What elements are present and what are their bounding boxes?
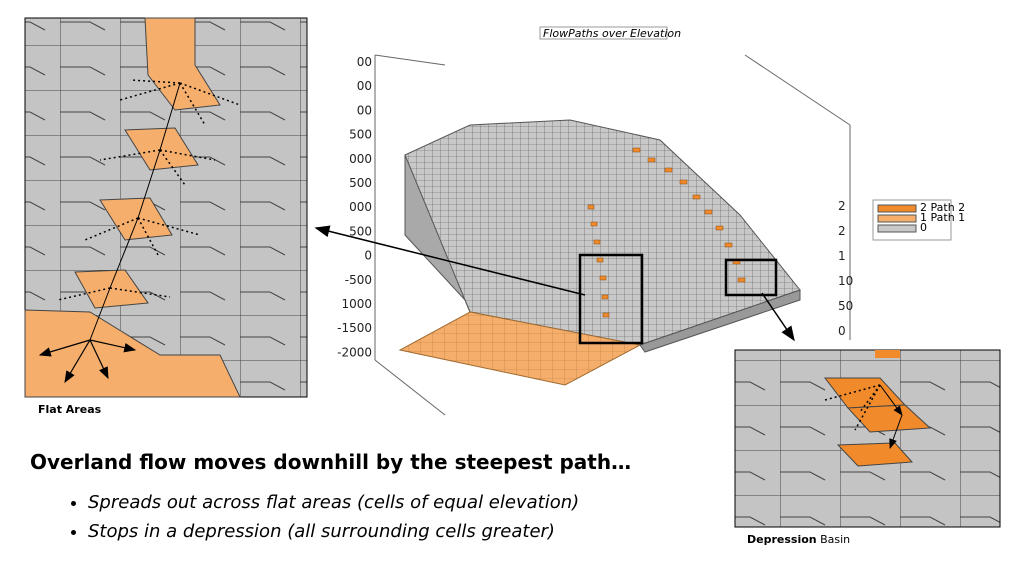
flat-highlight bbox=[578, 253, 644, 345]
arrow bbox=[314, 225, 586, 296]
left-tick-label: -1500 bbox=[337, 321, 372, 335]
caption-rest: Basin bbox=[820, 533, 850, 546]
right-tick-label: 2 bbox=[838, 199, 846, 213]
left-tick-label: 00 bbox=[357, 103, 372, 117]
right-tick-label: 10 bbox=[838, 274, 853, 288]
right-tick-label: 1 bbox=[838, 249, 846, 263]
right-tick-label: 0 bbox=[838, 324, 846, 338]
left-tick-label: 500 bbox=[349, 176, 372, 190]
arrow bbox=[761, 292, 795, 342]
left-tick-label: 1000 bbox=[341, 297, 372, 311]
depression-highlight bbox=[724, 258, 778, 297]
left-tick-label: 500 bbox=[349, 128, 372, 142]
left-tick-label: 00 bbox=[357, 55, 372, 69]
terrain bbox=[398, 119, 801, 386]
depression-caption: Depression Basin bbox=[747, 533, 850, 546]
flat-inset bbox=[24, 17, 308, 398]
chart-frame bbox=[374, 54, 851, 416]
left-tick-label: -500 bbox=[345, 273, 372, 287]
left-tick-label: 0 bbox=[364, 249, 372, 263]
right-tick-label: 50 bbox=[838, 299, 853, 313]
legend-label: 2 Path 2 bbox=[920, 201, 965, 214]
depression-inset bbox=[734, 349, 1001, 528]
right-tick-label: 2 bbox=[838, 224, 846, 238]
flat-caption: Flat Areas bbox=[38, 403, 102, 416]
right-axis: 2 2 1 10 50 0 bbox=[838, 199, 853, 338]
bullet: Spreads out across flat areas (cells of … bbox=[88, 488, 579, 517]
left-tick-label: 000 bbox=[349, 200, 372, 214]
legend-label: 0 bbox=[920, 221, 927, 234]
left-tick-label: 500 bbox=[349, 224, 372, 238]
title-box bbox=[539, 26, 668, 40]
legend: 2 Path 21 Path 10 bbox=[872, 199, 965, 241]
heading: Overland flow moves downhill by the stee… bbox=[30, 450, 632, 474]
legend-label: 1 Path 1 bbox=[920, 211, 965, 224]
chart-title: FlowPaths over Elevation bbox=[543, 27, 681, 40]
bullets: Spreads out across flat areas (cells of … bbox=[70, 488, 579, 546]
bullet: Stops in a depression (all surrounding c… bbox=[88, 517, 579, 546]
left-tick-label: 000 bbox=[349, 152, 372, 166]
left-tick-label: 00 bbox=[357, 79, 372, 93]
left-tick-label: -2000 bbox=[337, 345, 372, 359]
left-axis: 00 00 00 500 000 500 000 500 0 -500 1000 -1500 -2000 bbox=[337, 55, 372, 359]
caption-bold: Depression bbox=[747, 533, 817, 546]
